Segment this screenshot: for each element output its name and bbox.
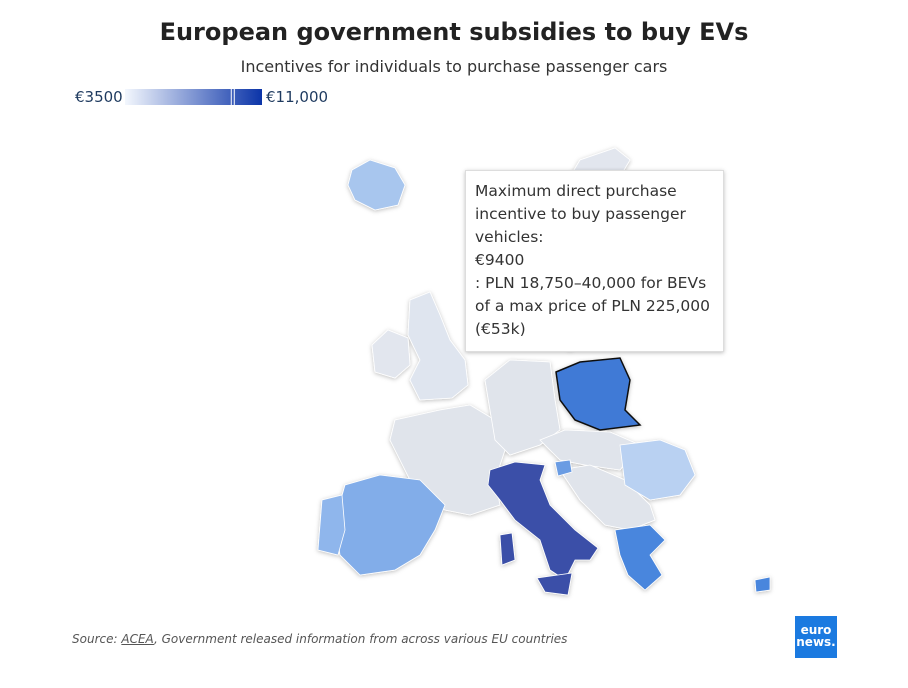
logo: euro news. <box>795 616 837 658</box>
uk <box>407 291 469 401</box>
legend-min: €3500 <box>75 88 123 106</box>
tooltip: Maximum direct purchase incentive to buy… <box>465 170 724 352</box>
source-prefix: Source: <box>72 632 118 646</box>
poland <box>555 357 642 431</box>
subtitle: Incentives for individuals to purchase p… <box>240 57 668 76</box>
romania <box>619 439 696 501</box>
cyprus <box>754 576 771 593</box>
source-link[interactable]: ACEA <box>121 632 154 646</box>
iceland <box>347 159 406 211</box>
greece <box>614 524 666 591</box>
ireland <box>371 329 411 379</box>
sicily <box>536 572 573 596</box>
balkans <box>559 464 656 531</box>
title: European government subsidies to buy EVs <box>159 18 749 46</box>
source-text: , Government released information from a… <box>153 632 568 646</box>
portugal <box>317 494 346 556</box>
legend-max: €11,000 <box>266 88 329 106</box>
tooltip-value: €9400 <box>475 251 525 269</box>
source: Source: ACEA, Government released inform… <box>72 632 567 646</box>
spain <box>334 474 446 576</box>
tooltip-detail: : PLN 18,750–40,000 for BEVs of a max pr… <box>475 274 710 338</box>
sardinia <box>499 532 516 566</box>
logo-line: euro <box>800 623 832 637</box>
logo-line: news. <box>796 635 836 649</box>
legend-bar <box>125 89 262 105</box>
italy <box>487 461 599 581</box>
slovenia <box>554 459 573 477</box>
tooltip-heading: Maximum direct purchase incentive to buy… <box>475 182 686 246</box>
